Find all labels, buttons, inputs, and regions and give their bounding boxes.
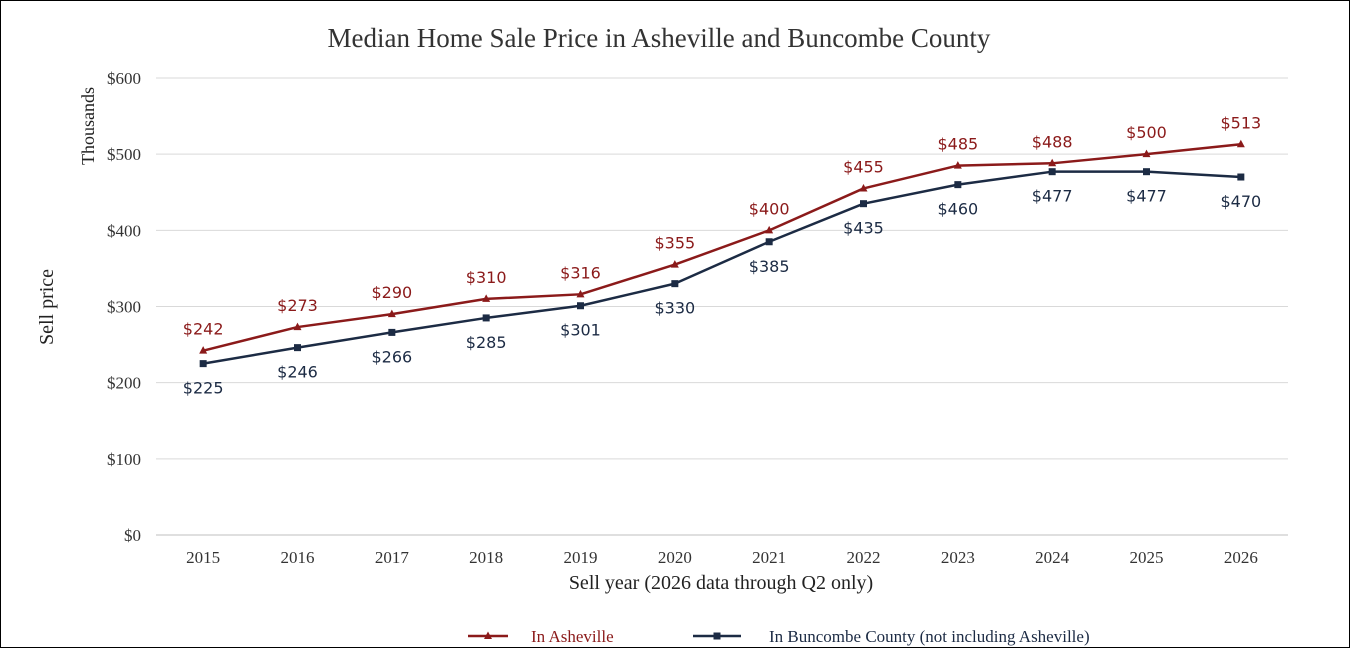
legend-swatch-marker — [484, 631, 492, 639]
data-point — [199, 346, 208, 354]
data-point — [1237, 173, 1245, 181]
data-label: $290 — [371, 283, 412, 302]
x-tick-labels: 2015 2016 2017 2018 2019 2020 2021 2022 2023 2024… — [186, 548, 1258, 567]
data-point — [953, 161, 962, 169]
data-label: $355 — [654, 234, 695, 253]
data-label: $477 — [1126, 187, 1167, 206]
data-point — [294, 344, 301, 352]
y-tick-labels: $0 $100 $200 $300 $400 $500 $600 — [107, 69, 141, 545]
data-point — [1236, 139, 1245, 148]
x-tick-label: 2015 — [186, 548, 220, 567]
series-line — [202, 170, 1241, 365]
y-tick-label: $600 — [107, 69, 141, 88]
data-label: $470 — [1220, 192, 1261, 211]
data-point — [670, 260, 679, 268]
data-point — [1048, 158, 1057, 167]
data-label: $455 — [843, 157, 884, 176]
data-point — [199, 360, 207, 368]
data-point — [482, 314, 490, 322]
data-point — [1048, 168, 1056, 176]
chart-title: Median Home Sale Price in Asheville and … — [328, 23, 991, 53]
y-tick-label: $200 — [107, 374, 141, 393]
data-label: $400 — [749, 199, 790, 218]
data-point — [1142, 149, 1151, 158]
legend-label: In Buncombe County (not including Ashevi… — [769, 627, 1090, 646]
y-tick-label: $500 — [107, 145, 141, 164]
data-label: $246 — [277, 363, 318, 382]
data-label: $435 — [843, 219, 884, 238]
data-point — [293, 322, 302, 331]
data-point — [954, 181, 962, 189]
x-tick-label: 2019 — [564, 548, 598, 567]
data-point — [577, 302, 584, 310]
x-tick-label: 2025 — [1130, 548, 1164, 567]
x-tick-label: 2016 — [281, 548, 315, 567]
y-axis-label: Sell price — [36, 269, 58, 345]
y-tick-label: $0 — [124, 526, 141, 545]
y-tick-label: $400 — [107, 221, 141, 240]
series-line — [202, 143, 1241, 352]
legend-label: In Asheville — [531, 627, 614, 646]
series-asheville: $242 $273 $290 $310 $316 $355 $400 $455 $485 $488… — [183, 113, 1261, 354]
data-label: $266 — [371, 347, 412, 366]
data-point — [671, 280, 679, 288]
data-label: $460 — [937, 200, 978, 219]
data-point — [388, 328, 396, 336]
data-label: $500 — [1126, 123, 1167, 142]
data-label: $477 — [1032, 187, 1073, 206]
data-label: $242 — [183, 320, 224, 339]
x-tick-label: 2020 — [658, 548, 692, 567]
data-point — [765, 225, 774, 234]
data-label: $330 — [654, 299, 695, 318]
x-axis-label: Sell year (2026 data through Q2 only) — [569, 572, 873, 594]
data-point — [765, 238, 773, 246]
data-label: $310 — [466, 268, 507, 287]
data-point — [387, 309, 396, 318]
data-label: $485 — [937, 135, 978, 154]
x-tick-label: 2026 — [1224, 548, 1258, 567]
data-label: $301 — [560, 321, 601, 340]
data-label: $385 — [749, 257, 790, 276]
data-label: $273 — [277, 296, 318, 315]
legend: In Asheville In Buncombe County (not incl… — [468, 627, 1090, 646]
legend-swatch-marker — [713, 632, 721, 640]
legend-item-buncombe-county: In Buncombe County (not including Ashevi… — [693, 627, 1090, 646]
x-tick-label: 2017 — [375, 548, 410, 567]
x-tick-label: 2024 — [1035, 548, 1070, 567]
x-tick-label: 2018 — [469, 548, 503, 567]
y-axis-unit-label: Thousands — [78, 87, 98, 165]
data-label: $316 — [560, 263, 601, 282]
data-point — [859, 183, 868, 192]
data-label: $488 — [1032, 132, 1073, 151]
data-point — [860, 200, 867, 208]
data-point — [482, 294, 491, 302]
data-label: $285 — [466, 333, 507, 352]
y-tick-label: $100 — [107, 450, 141, 469]
data-label: $513 — [1220, 113, 1261, 132]
y-tick-label: $300 — [107, 298, 141, 317]
x-tick-label: 2023 — [941, 548, 975, 567]
series-layer: $242 $273 $290 $310 $316 $355 $400 $455 $485 $488… — [183, 113, 1261, 397]
series-buncombe-county: $225 $246 $266 $285 $301 $330 $385 $435 $460 $477… — [183, 168, 1261, 398]
legend-item-asheville: In Asheville — [468, 627, 614, 646]
data-point — [1143, 168, 1150, 176]
data-point — [576, 289, 585, 298]
gridlines — [156, 77, 1288, 536]
x-tick-label: 2021 — [752, 548, 786, 567]
data-label: $225 — [183, 379, 224, 398]
x-tick-label: 2022 — [847, 548, 881, 567]
